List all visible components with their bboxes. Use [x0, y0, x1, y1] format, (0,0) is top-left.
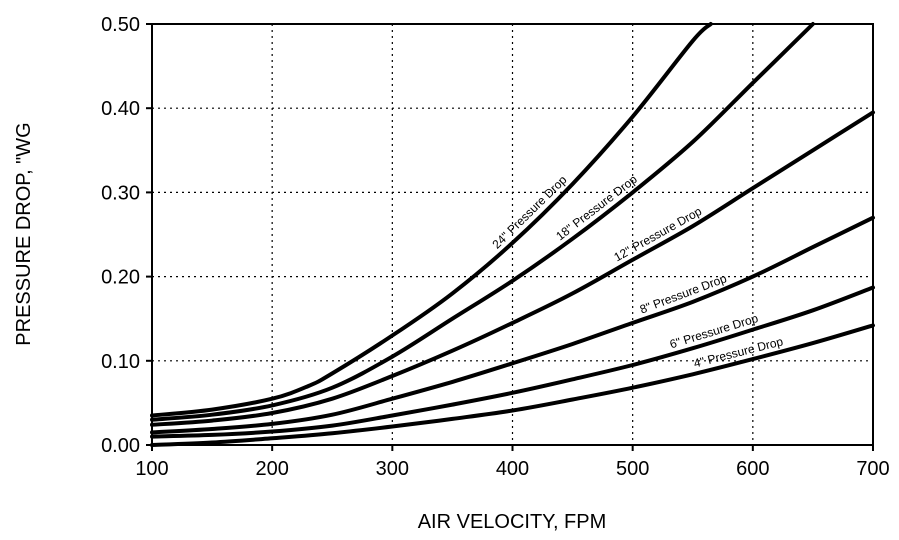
series-label: 24" Pressure Drop — [489, 173, 569, 252]
x-tick-label: 400 — [496, 458, 529, 480]
series-line — [150, 285, 875, 439]
x-tick-label: 700 — [856, 458, 889, 480]
x-tick-label: 100 — [135, 458, 168, 480]
x-tick-label: 500 — [616, 458, 649, 480]
x-tick-label: 300 — [376, 458, 409, 480]
series-line — [150, 22, 713, 418]
x-tick-label: 600 — [736, 458, 769, 480]
y-tick-label: 0.30 — [101, 182, 140, 204]
series-label: 12" Pressure Drop — [612, 204, 705, 264]
series-line — [150, 22, 815, 422]
y-tick-label: 0.10 — [101, 351, 140, 373]
axis-ticks: 100 200 300 400 500 600 700 0.00 0.10 0.20 0.30 0.4… — [101, 14, 890, 480]
y-axis-label: PRESSURE DROP, "WG — [13, 122, 35, 345]
x-axis-label: AIR VELOCITY, FPM — [418, 511, 607, 533]
y-tick-label: 0.00 — [101, 435, 140, 457]
series-line — [150, 323, 875, 447]
grid-lines — [152, 24, 873, 445]
y-tick-label: 0.40 — [101, 98, 140, 120]
y-tick-label: 0.50 — [101, 14, 140, 36]
series-line — [150, 215, 875, 435]
y-tick-label: 0.20 — [101, 267, 140, 289]
series-line — [150, 110, 875, 427]
series-curves — [150, 22, 875, 447]
x-tick-label: 200 — [255, 458, 288, 480]
